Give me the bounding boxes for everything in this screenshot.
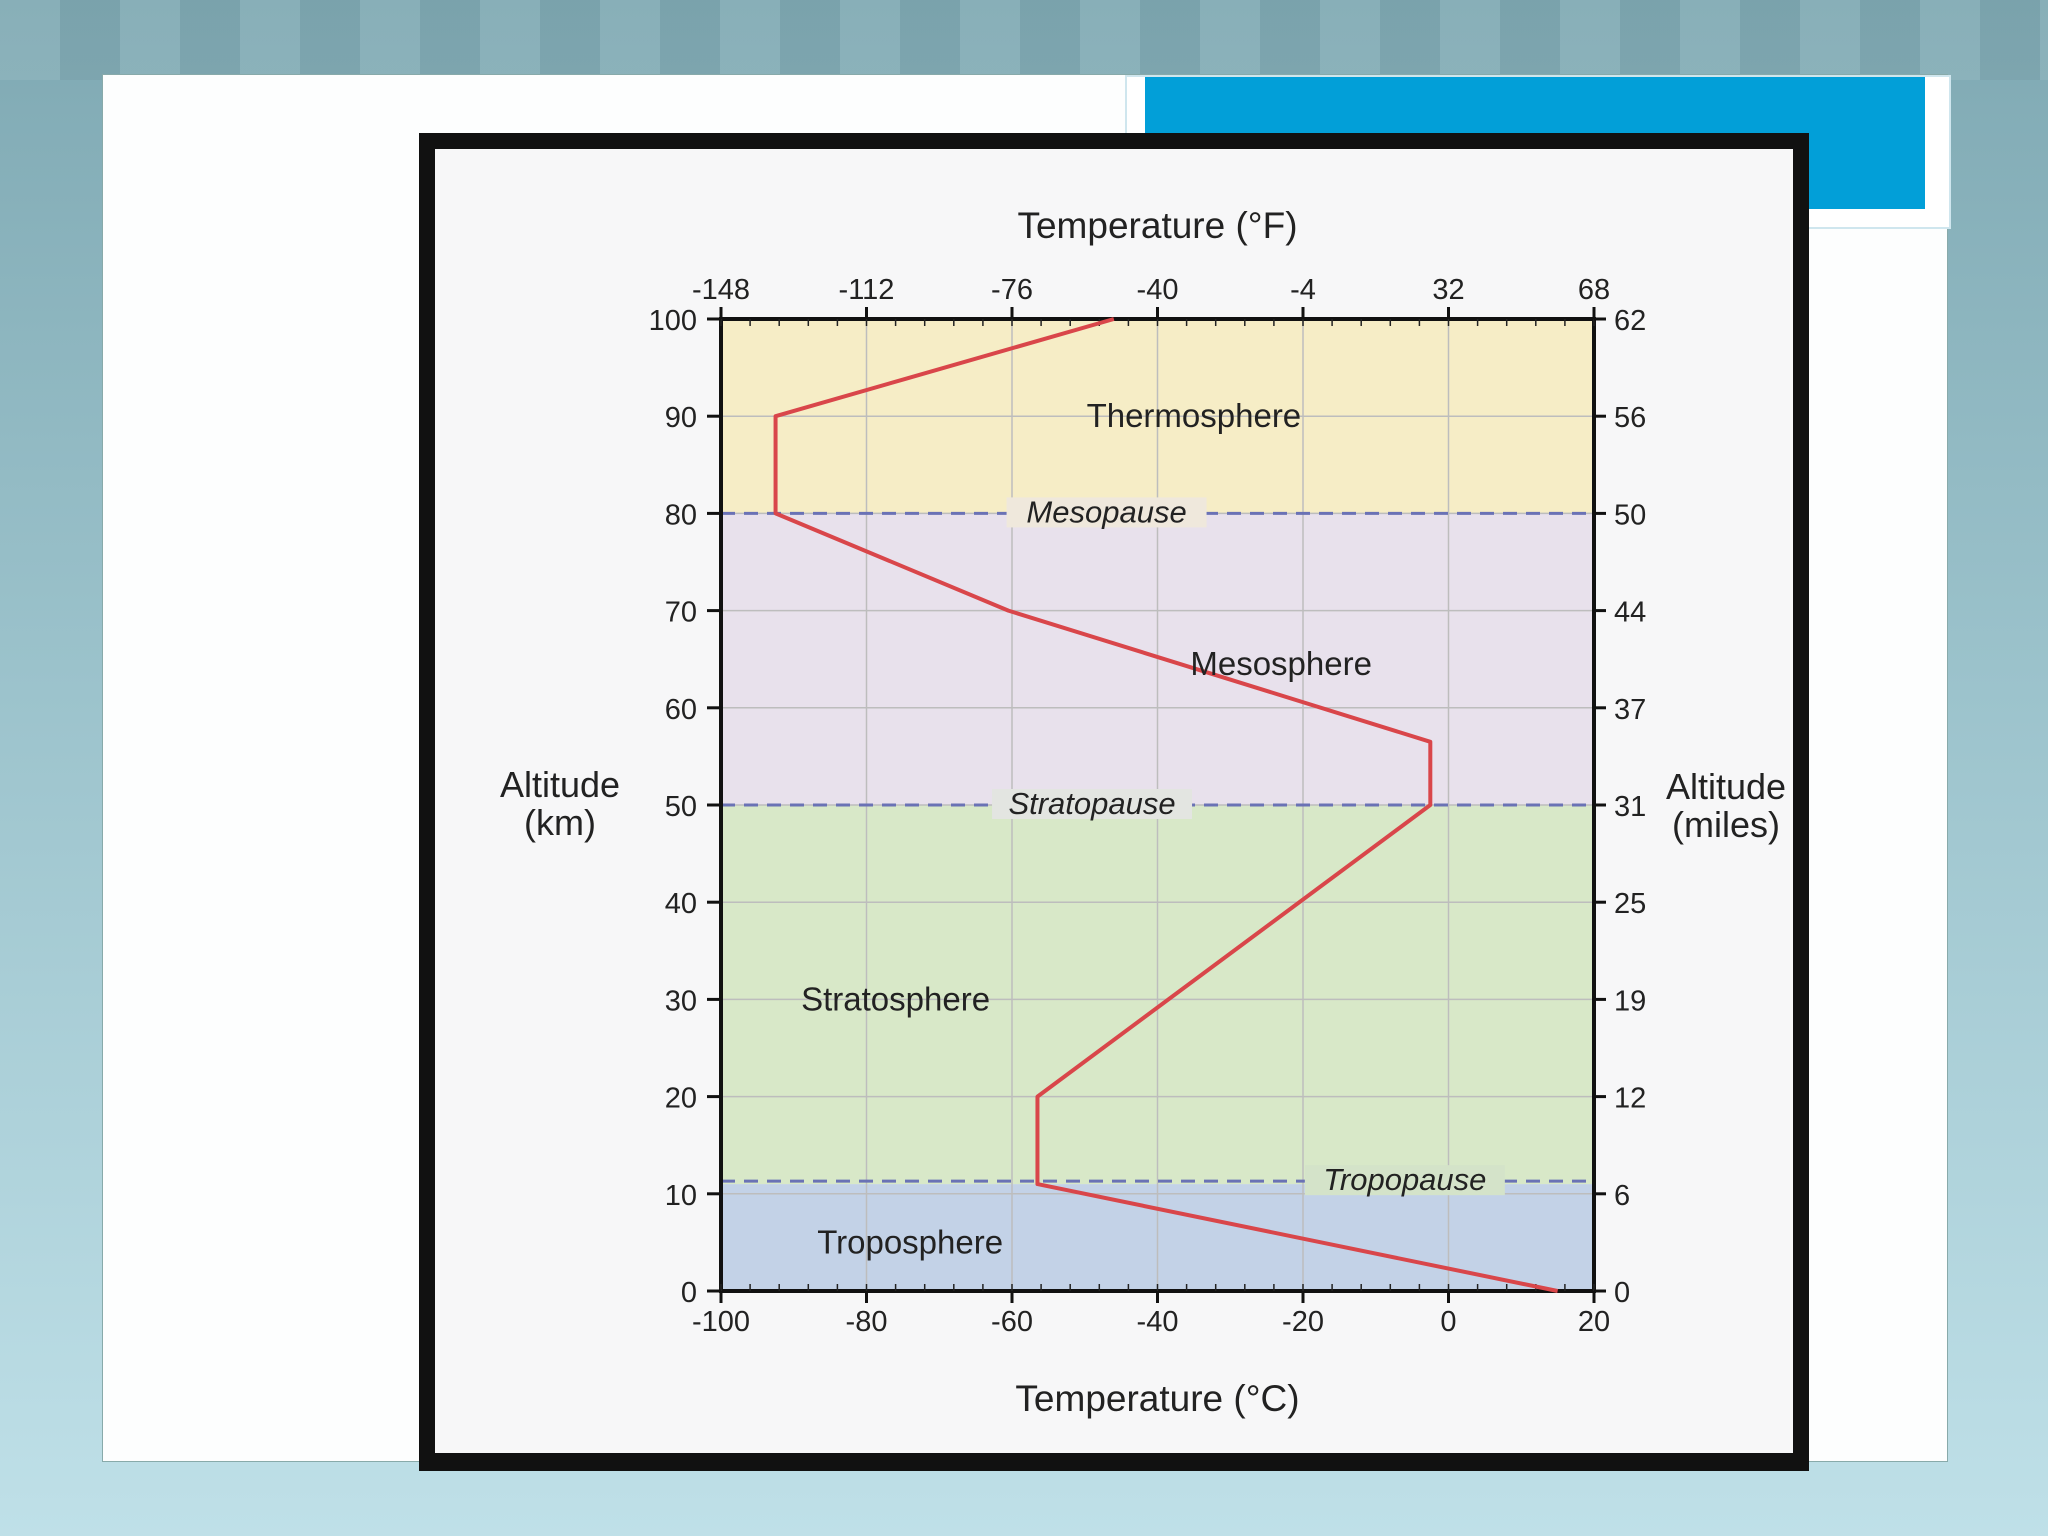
layer-label-mesosphere: Mesosphere bbox=[1190, 645, 1372, 682]
tick-label-fahrenheit: 68 bbox=[1578, 274, 1610, 306]
tick-label-km: 50 bbox=[665, 791, 697, 823]
axis-title-bottom: Temperature (°C) bbox=[1015, 1378, 1299, 1419]
tick-label-miles: 56 bbox=[1614, 402, 1646, 434]
image-frame: Mesopause Stratopause Tropopause 0 10 20 30 40 5… bbox=[419, 133, 1809, 1471]
tick-label-km: 0 bbox=[681, 1277, 697, 1309]
boundary-label-bg bbox=[992, 789, 1193, 819]
tick-label-miles: 62 bbox=[1614, 305, 1646, 337]
tick-label-km: 60 bbox=[665, 694, 697, 726]
layer-label-stratosphere: Stratosphere bbox=[801, 980, 990, 1017]
layer-label-troposphere: Troposphere bbox=[817, 1223, 1003, 1260]
axis-title-left-unit: (km) bbox=[524, 802, 596, 843]
tick-label-fahrenheit: -148 bbox=[692, 274, 750, 306]
boundary-label-stratopause: Stratopause bbox=[1008, 786, 1175, 821]
tick-label-miles: 25 bbox=[1614, 888, 1646, 920]
boundary-label-tropopause: Tropopause bbox=[1323, 1162, 1486, 1197]
tick-label-km: 70 bbox=[665, 597, 697, 629]
tick-label-fahrenheit: -112 bbox=[839, 274, 895, 306]
tick-label-celsius: -60 bbox=[991, 1306, 1033, 1338]
tick-label-celsius: -100 bbox=[692, 1306, 750, 1338]
boundary-label-bg bbox=[1006, 497, 1207, 528]
tick-label-miles: 6 bbox=[1614, 1180, 1630, 1212]
tick-label-miles: 0 bbox=[1614, 1277, 1630, 1309]
tick-label-km: 20 bbox=[665, 1083, 697, 1115]
axis-title-left: Altitude bbox=[500, 764, 620, 805]
slide-card: Mesopause Stratopause Tropopause 0 10 20 30 40 5… bbox=[102, 74, 1951, 1471]
axis-title-right-unit: (miles) bbox=[1672, 804, 1780, 845]
boundary-label-bg bbox=[1304, 1165, 1505, 1196]
tick-label-km: 90 bbox=[665, 402, 697, 434]
tick-label-celsius: -40 bbox=[1137, 1306, 1179, 1338]
tick-label-celsius: -80 bbox=[846, 1306, 888, 1338]
tick-label-celsius: 0 bbox=[1440, 1306, 1456, 1338]
tick-label-km: 30 bbox=[665, 985, 697, 1017]
tick-label-km: 40 bbox=[665, 888, 697, 920]
layer-label-thermosphere: Thermosphere bbox=[1087, 397, 1302, 434]
tick-label-miles: 44 bbox=[1614, 597, 1646, 629]
tick-label-fahrenheit: -40 bbox=[1137, 274, 1179, 306]
tick-label-celsius: 20 bbox=[1578, 1306, 1610, 1338]
axis-title-top: Temperature (°F) bbox=[1017, 205, 1297, 246]
chart-container: Mesopause Stratopause Tropopause 0 10 20 30 40 5… bbox=[435, 149, 1793, 1453]
axis-title-right: Altitude bbox=[1666, 766, 1786, 807]
tick-label-fahrenheit: -76 bbox=[991, 274, 1033, 306]
tick-label-km: 80 bbox=[665, 499, 697, 531]
tick-label-miles: 31 bbox=[1614, 791, 1646, 823]
tick-label-miles: 19 bbox=[1614, 985, 1646, 1017]
tick-label-fahrenheit: -4 bbox=[1290, 274, 1316, 306]
tick-label-miles: 37 bbox=[1614, 694, 1646, 726]
background-pattern bbox=[0, 0, 2048, 80]
temperature-profile-line bbox=[773, 317, 1559, 1293]
boundary-label-mesopause: Mesopause bbox=[1026, 494, 1186, 529]
tick-label-fahrenheit: 32 bbox=[1432, 274, 1464, 306]
tick-label-celsius: -20 bbox=[1282, 1306, 1324, 1338]
tick-label-miles: 12 bbox=[1614, 1083, 1646, 1115]
tick-label-km: 100 bbox=[649, 305, 697, 337]
tick-label-km: 10 bbox=[665, 1180, 697, 1212]
atmosphere-temperature-chart: Mesopause Stratopause Tropopause 0 10 20 30 40 5… bbox=[500, 205, 1786, 1419]
tick-label-miles: 50 bbox=[1614, 499, 1646, 531]
